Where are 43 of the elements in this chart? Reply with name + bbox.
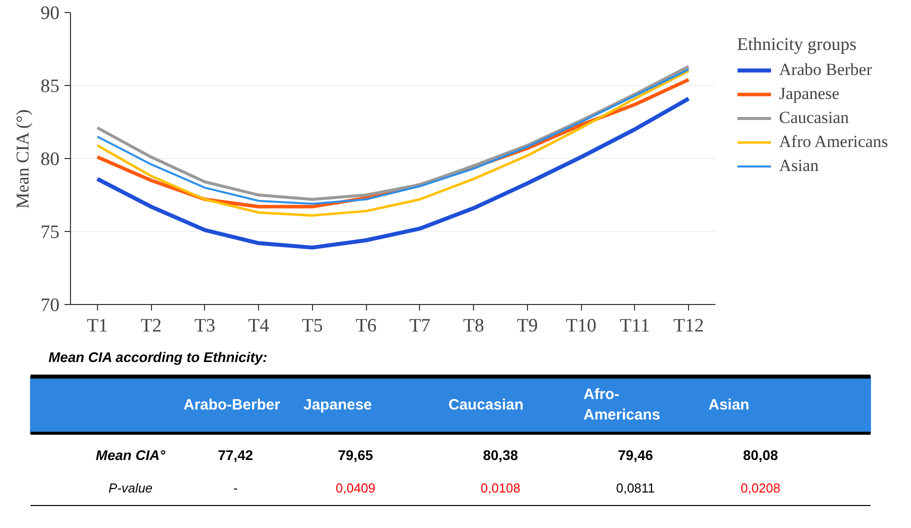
legend-title: Ethnicity groups: [737, 34, 858, 55]
legend-label: Asian: [779, 156, 819, 176]
x-tick-label: T8: [463, 316, 484, 336]
text: 0,0811: [616, 480, 655, 496]
y-tick-label: 70: [40, 295, 60, 316]
line-series: [95, 96, 691, 250]
x-tick-label: T5: [302, 316, 323, 336]
text: Arabo-Berber: [184, 396, 280, 414]
text: 80,38: [482, 446, 518, 463]
text: 0,0409: [336, 480, 376, 496]
text: Asian: [708, 396, 750, 414]
text: 0,0208: [740, 480, 780, 496]
y-tick-label: 90: [40, 3, 60, 24]
x-tick-label: T6: [356, 316, 377, 336]
x-tick-label: T4: [248, 316, 270, 336]
text: Caucasian: [448, 396, 524, 414]
text: 80,08: [742, 446, 778, 463]
y-tick-label: 85: [40, 76, 60, 97]
x-tick-label: T3: [194, 316, 216, 336]
text: -: [233, 480, 238, 496]
text: 79,46: [618, 446, 654, 463]
y-axis-title: Mean CIA (°): [12, 109, 32, 209]
x-tick-label: T9: [516, 316, 538, 336]
y-tick-label: 75: [40, 222, 60, 243]
legend-label: Japanese: [779, 84, 840, 104]
x-tick-label: T7: [409, 316, 430, 336]
x-tick-label: T2: [140, 316, 162, 336]
y-tick-label: 80: [40, 149, 60, 170]
legend-label: Afro Americans: [779, 132, 888, 152]
x-tick-label: T12: [673, 316, 704, 336]
text: 79,65: [338, 446, 374, 463]
x-tick-label: T10: [566, 316, 596, 336]
text: Mean CIA according to Ethnicity:: [48, 349, 268, 366]
text: 0,0108: [480, 480, 520, 496]
text: Mean CIA°: [96, 446, 166, 463]
legend-label: Caucasian: [779, 108, 849, 128]
x-tick-label: T11: [620, 316, 650, 336]
legend-label: Arabo Berber: [779, 60, 872, 80]
text: 77,42: [218, 446, 254, 463]
text: Japanese: [304, 396, 372, 414]
text: P-value: [108, 480, 153, 496]
text: Afro- Americans: [584, 386, 660, 424]
x-tick-label: T1: [86, 316, 108, 336]
